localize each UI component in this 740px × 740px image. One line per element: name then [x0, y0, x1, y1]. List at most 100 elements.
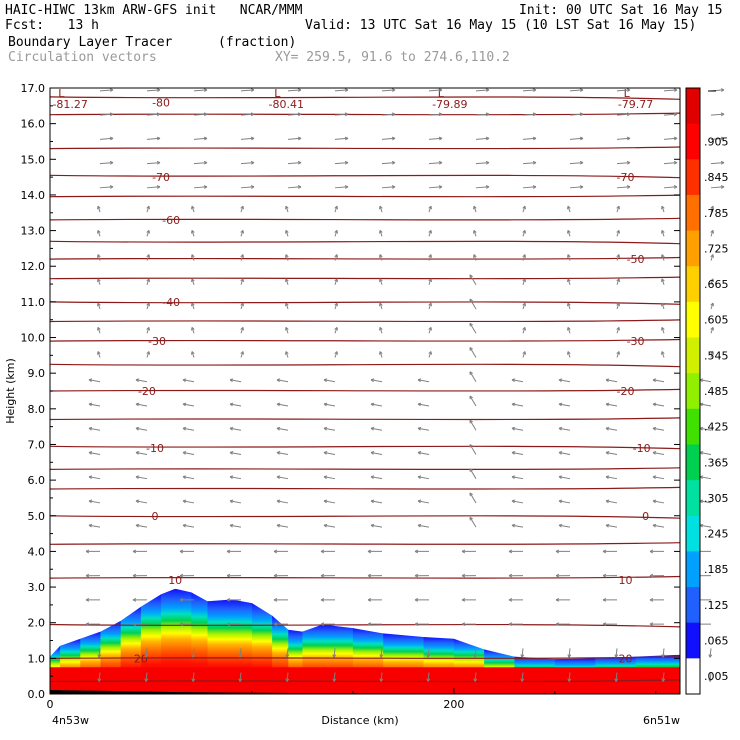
vector-head — [616, 302, 620, 307]
colorbar-label: .245 — [704, 528, 729, 541]
vector-head — [558, 402, 563, 407]
vector — [469, 371, 477, 382]
contour-line — [49, 240, 681, 245]
y-tick-label: 3.0 — [28, 581, 46, 594]
vector-head — [508, 597, 513, 602]
vector-head — [203, 136, 208, 141]
vector — [522, 137, 537, 140]
vector-head — [226, 549, 231, 554]
vector — [428, 186, 443, 189]
vector — [323, 427, 336, 431]
vector — [522, 162, 537, 165]
vector-head — [109, 160, 114, 165]
vector — [286, 648, 289, 658]
vector-head — [240, 278, 244, 282]
init-time: Init: 00 UTC Sat 16 May 15 — [519, 3, 723, 18]
vector-head — [191, 351, 195, 355]
vector-head — [414, 573, 419, 578]
y-tick-label: 2.0 — [28, 617, 46, 630]
colorbar-label: .905 — [704, 135, 729, 148]
vector — [522, 89, 537, 92]
vector — [146, 89, 161, 92]
vector — [276, 452, 289, 455]
vector — [229, 524, 242, 528]
vector — [286, 672, 289, 682]
vector-head — [250, 185, 255, 189]
vector — [88, 452, 101, 455]
vector-head — [438, 185, 443, 189]
vector-head — [469, 371, 473, 375]
vector-head — [558, 475, 563, 479]
contour-line — [49, 338, 681, 342]
vector-head — [135, 378, 140, 383]
vector-head — [579, 136, 584, 141]
vector-head — [614, 654, 619, 658]
vector — [616, 89, 631, 92]
vector-head — [605, 523, 610, 528]
vector-head — [132, 597, 137, 602]
vector-head — [626, 136, 631, 141]
vector-head — [276, 451, 281, 455]
vector-head — [226, 622, 231, 627]
vector-head — [649, 622, 654, 627]
vector-head — [323, 402, 328, 407]
vector-head — [88, 451, 93, 455]
vector — [182, 379, 195, 383]
vector-head — [626, 185, 631, 189]
vector — [287, 162, 302, 165]
vector — [417, 500, 430, 504]
vector-head — [661, 229, 665, 234]
vector-head — [370, 523, 375, 528]
low-marker-letter: L — [58, 87, 65, 100]
vector-head — [567, 229, 571, 234]
vector-head — [532, 88, 537, 92]
vector-head — [428, 205, 432, 210]
low-marker-letter: L — [438, 87, 445, 100]
colorbar-label: .665 — [704, 278, 729, 291]
vector-head — [602, 597, 607, 602]
vector-head — [135, 451, 140, 455]
vector-head — [229, 402, 234, 407]
vector-head — [532, 112, 537, 117]
vector-head — [97, 654, 102, 658]
vector-head — [320, 597, 325, 602]
vector-head — [88, 378, 93, 383]
vector — [558, 500, 571, 504]
vector — [240, 137, 255, 140]
vector-head — [367, 597, 372, 602]
vector-head — [135, 426, 140, 431]
vector-head — [276, 378, 281, 383]
vector-head — [579, 112, 584, 117]
vector — [568, 672, 571, 682]
vector-head — [673, 88, 678, 92]
vector-head — [88, 475, 93, 479]
vector — [334, 113, 349, 116]
vector — [569, 137, 584, 140]
vector-head — [391, 88, 396, 92]
vector-head — [473, 678, 478, 682]
vector — [469, 298, 477, 310]
vector-head — [135, 475, 140, 479]
vector-head — [522, 326, 526, 331]
vector-head — [438, 136, 443, 141]
vector-head — [273, 549, 278, 554]
vector — [276, 379, 289, 383]
vector — [474, 672, 477, 682]
vector-head — [673, 112, 678, 117]
vector-head — [485, 160, 490, 165]
vector — [146, 162, 161, 165]
colorbar-swatch — [686, 551, 700, 588]
vector-head — [273, 573, 278, 578]
vector-head — [332, 654, 337, 658]
vector-head — [417, 378, 422, 383]
y-tick-label: 10.0 — [21, 332, 46, 345]
vector-head — [605, 402, 610, 407]
vector-head — [720, 136, 725, 141]
vector-head — [297, 88, 302, 92]
vector-head — [438, 112, 443, 117]
field-name: Boundary Layer Tracer — [8, 35, 173, 50]
vector-head — [146, 326, 150, 331]
vector — [417, 379, 430, 383]
vector-head — [85, 549, 90, 554]
vector-head — [511, 451, 516, 455]
